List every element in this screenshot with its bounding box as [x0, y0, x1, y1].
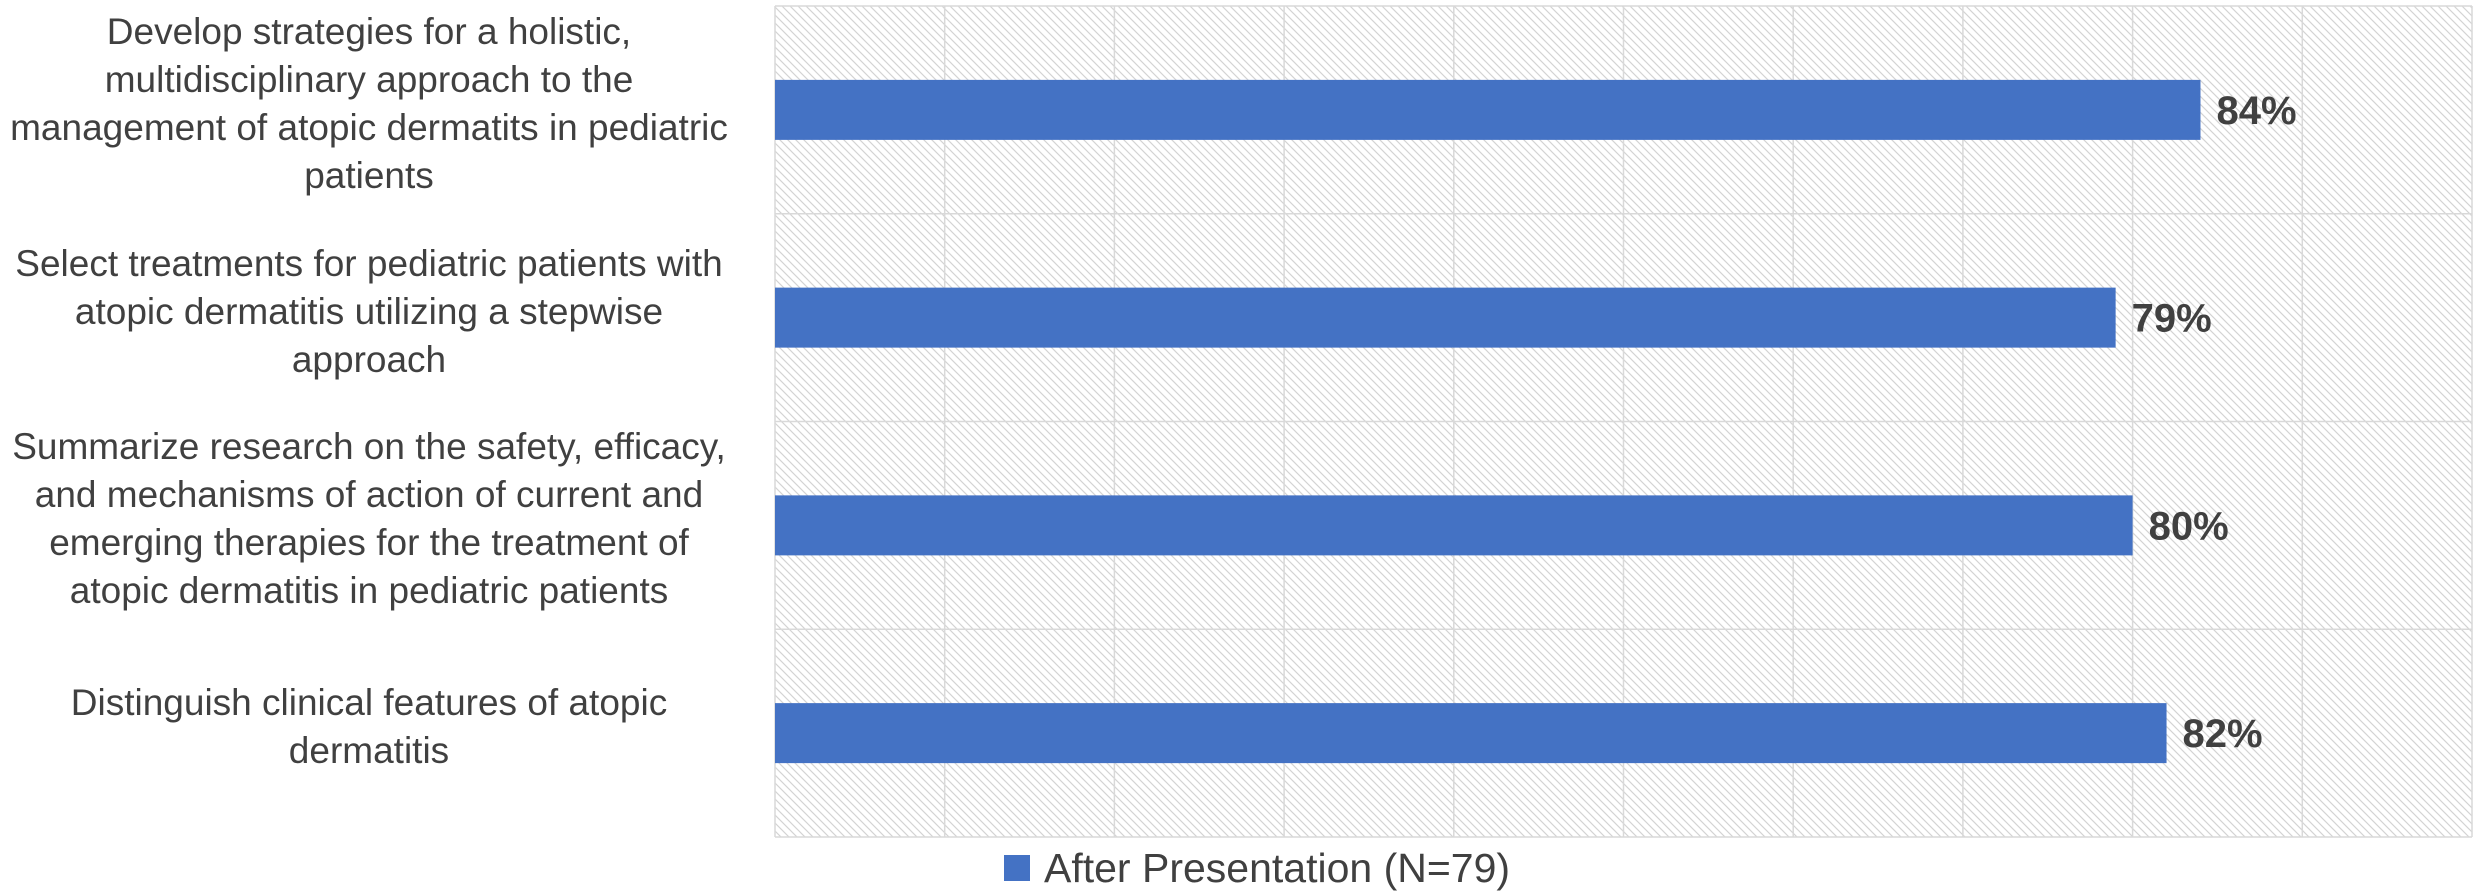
legend-label: After Presentation (N=79): [1044, 844, 1511, 891]
legend-swatch: [1004, 855, 1030, 881]
legend: After Presentation (N=79): [1004, 845, 1510, 891]
category-label-line: Select treatments for pediatric patients…: [15, 242, 723, 284]
category-label: Distinguish clinical features of atopic d…: [0, 679, 738, 775]
bar: [775, 703, 2167, 764]
category-label-line: patients: [304, 154, 434, 196]
data-label: 84%: [2216, 89, 2296, 133]
data-label: 80%: [2149, 504, 2229, 548]
bar: [775, 287, 2116, 348]
data-label: 79%: [2132, 297, 2212, 341]
category-label-line: dermatitis: [288, 730, 450, 772]
bar: [775, 79, 2201, 140]
data-label: 82%: [2183, 712, 2263, 756]
category-label-line: atopic dermatitis utilizing a stepwise: [74, 290, 664, 332]
bar: [775, 495, 2133, 556]
category-label-line: multidisciplinary approach to the: [104, 58, 634, 100]
category-label-line: Distinguish clinical features of atopic: [70, 682, 668, 724]
category-label-line: emerging therapies for the treatment of: [49, 522, 689, 564]
category-label-line: management of atopic dermatits in pediat…: [10, 106, 728, 148]
category-label: Develop strategies for a holistic, multid…: [0, 8, 738, 200]
category-label: Summarize research on the safety, effica…: [0, 423, 738, 615]
category-label-line: Summarize research on the safety, effica…: [12, 426, 726, 468]
category-label-line: Develop strategies for a holistic,: [106, 10, 632, 52]
category-label: Select treatments for pediatric patients…: [0, 240, 738, 384]
category-label-line: and mechanisms of action of current and: [34, 474, 704, 516]
category-label-line: atopic dermatitis in pediatric patients: [69, 570, 669, 612]
category-label-line: approach: [291, 338, 447, 380]
